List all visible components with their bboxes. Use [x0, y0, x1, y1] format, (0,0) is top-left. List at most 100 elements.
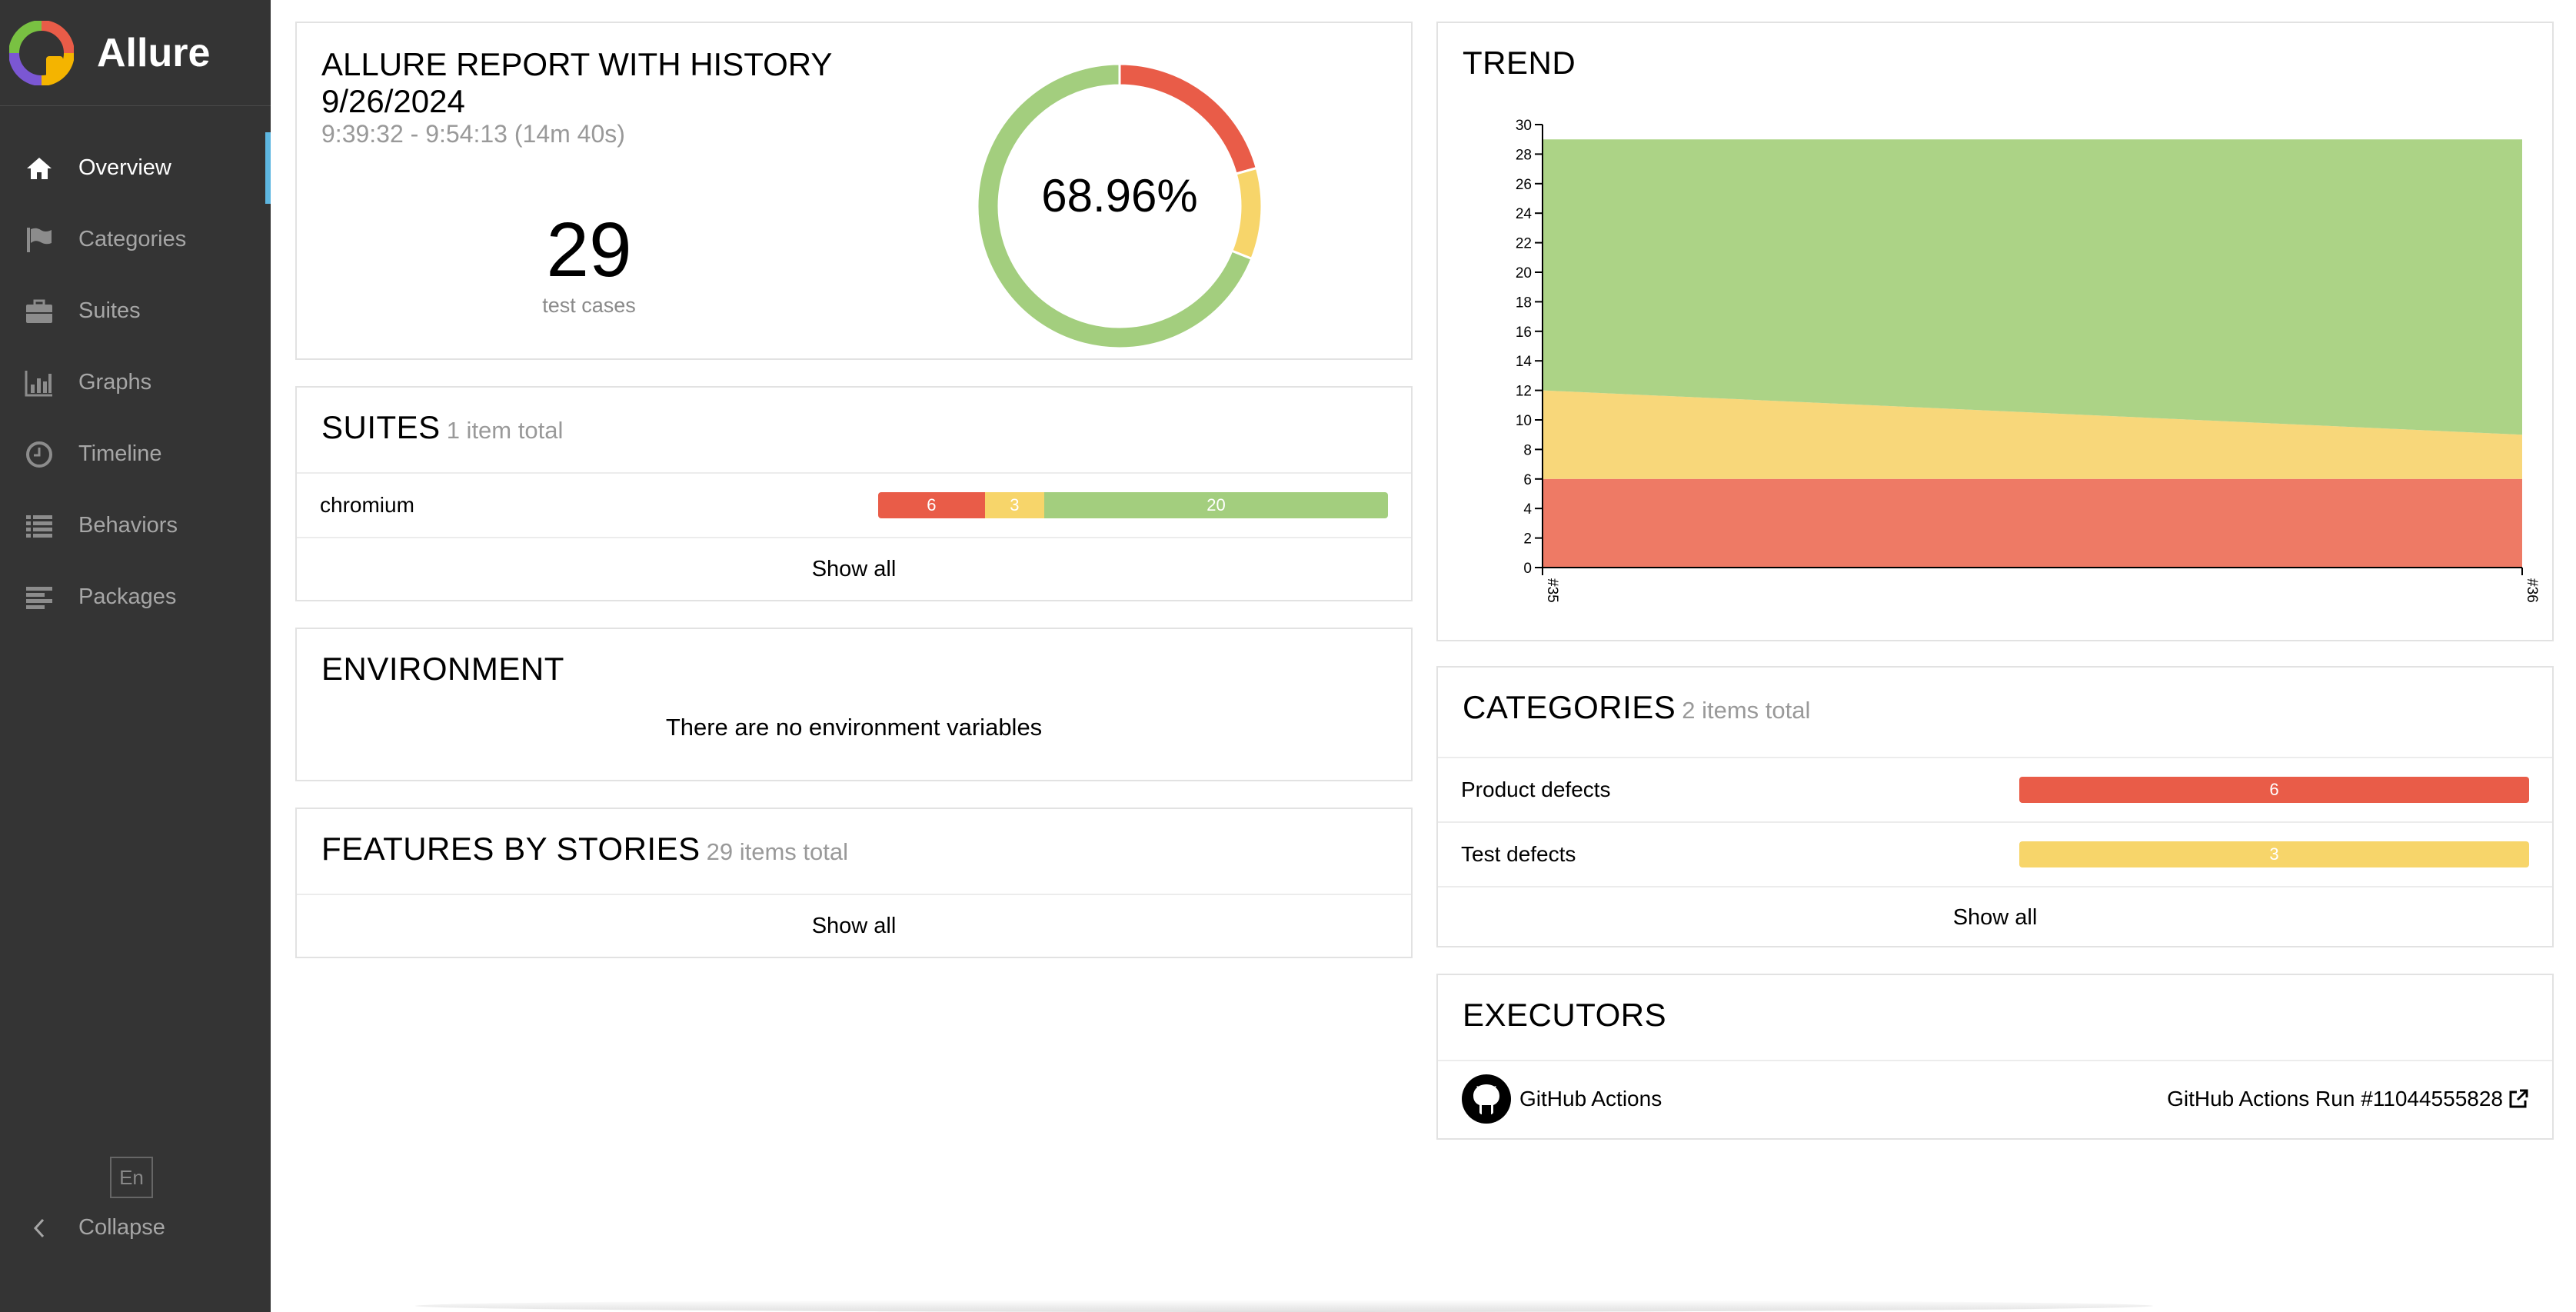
y-tick-label: 14: [1516, 354, 1533, 370]
y-tick-label: 4: [1523, 501, 1532, 518]
trend-widget: TREND 0 2 4 6 8 10 12 14 16 18 20 22 24 26 28 30 #35 #36: [1436, 22, 2554, 641]
allure-logo: [9, 20, 74, 85]
environment-header: ENVIRONMENT: [297, 629, 1411, 714]
status-donut-chart: [976, 62, 1263, 350]
suites-show-all[interactable]: Show all: [297, 537, 1411, 600]
suites-title: SUITES: [321, 409, 441, 445]
briefcase-icon: [23, 295, 55, 328]
donut-slice-failed: [1118, 62, 1259, 175]
features-header: FEATURES BY STORIES 29 items total: [297, 809, 1411, 894]
y-tick-label: 30: [1516, 118, 1532, 134]
sidebar-item-label: Packages: [78, 584, 177, 609]
align-left-icon: [23, 581, 55, 614]
external-link-icon: [2509, 1089, 2528, 1108]
x-tick-label[interactable]: #35: [1544, 578, 1560, 603]
sidebar-item-categories[interactable]: Categories: [0, 204, 271, 275]
suite-status-bar: 6 3 20: [877, 492, 1388, 518]
executors-widget: EXECUTORS GitHub Actions GitHub Actions …: [1436, 974, 2554, 1140]
features-show-all[interactable]: Show all: [297, 894, 1411, 957]
sidebar: Allure Overview Categories Suites Graphs: [0, 0, 271, 1312]
y-tick-label: 22: [1516, 236, 1532, 252]
sidebar-item-label: Behaviors: [78, 513, 178, 538]
x-tick-label[interactable]: #36: [2524, 578, 2540, 603]
category-bar: 6: [2019, 777, 2529, 803]
summary-widget: ALLURE REPORT WITH HISTORY 9/26/2024 9:3…: [295, 22, 1413, 360]
sidebar-item-overview[interactable]: Overview: [0, 132, 271, 204]
trend-area-passed: [1543, 139, 2522, 435]
sidebar-item-timeline[interactable]: Timeline: [0, 418, 271, 490]
executor-row: GitHub Actions GitHub Actions Run #11044…: [1438, 1060, 2552, 1137]
y-tick-label: 18: [1516, 295, 1532, 311]
trend-header: TREND: [1438, 23, 2552, 100]
y-tick-label: 20: [1516, 265, 1532, 281]
y-tick-label: 26: [1516, 177, 1532, 193]
environment-title: ENVIRONMENT: [321, 651, 564, 687]
features-subtitle: 29 items total: [706, 838, 848, 865]
sidebar-item-graphs[interactable]: Graphs: [0, 347, 271, 418]
features-widget: FEATURES BY STORIES 29 items total Show a…: [295, 808, 1413, 958]
executor-run-link[interactable]: GitHub Actions Run #11044555828: [2167, 1087, 2529, 1111]
test-count-label: test cases: [542, 294, 636, 317]
success-rate: 68.96%: [1041, 170, 1198, 221]
category-row[interactable]: Product defects 6: [1438, 757, 2552, 821]
trend-area-failed: [1543, 478, 2522, 568]
trend-title: TREND: [1463, 45, 1576, 81]
github-icon: [1462, 1074, 1511, 1124]
suites-header: SUITES 1 item total: [297, 388, 1411, 472]
page-bottom-shadow: [415, 1300, 2153, 1312]
category-value: 6: [2019, 777, 2529, 803]
y-tick-label: 28: [1516, 147, 1532, 163]
home-icon: [23, 152, 55, 185]
sidebar-item-behaviors[interactable]: Behaviors: [0, 490, 271, 561]
report-title: ALLURE REPORT WITH HISTORY 9/26/2024: [321, 46, 832, 119]
table-row[interactable]: chromium 6 3 20: [297, 472, 1411, 537]
language-button[interactable]: En: [110, 1157, 153, 1198]
features-title: FEATURES BY STORIES: [321, 831, 701, 867]
list-icon: [23, 510, 55, 542]
passed-segment: 20: [1043, 492, 1388, 518]
collapse-button[interactable]: Collapse: [23, 1215, 165, 1240]
environment-widget: ENVIRONMENT There are no environment var…: [295, 628, 1413, 781]
category-name: Test defects: [1461, 842, 1576, 866]
category-value: 3: [2019, 841, 2529, 867]
category-row[interactable]: Test defects 3: [1438, 821, 2552, 886]
sidebar-item-label: Suites: [78, 298, 141, 323]
executor-name-group: GitHub Actions: [1461, 1074, 1662, 1124]
category-name: Product defects: [1461, 778, 1611, 801]
sidebar-item-suites[interactable]: Suites: [0, 275, 271, 347]
category-bar: 3: [2019, 841, 2529, 867]
executor-name: GitHub Actions: [1519, 1087, 1662, 1111]
executor-run-label: GitHub Actions Run #11044555828: [2167, 1087, 2503, 1111]
y-tick-label: 16: [1516, 325, 1532, 341]
y-tick-label: 24: [1516, 206, 1533, 222]
report-time-range: 9:39:32 - 9:54:13 (14m 40s): [321, 120, 625, 148]
categories-title: CATEGORIES: [1463, 689, 1676, 725]
executors-title: EXECUTORS: [1463, 997, 1667, 1033]
categories-show-all[interactable]: Show all: [1438, 886, 2552, 947]
categories-subtitle: 2 items total: [1682, 697, 1811, 724]
sidebar-item-label: Timeline: [78, 441, 162, 466]
y-tick-label: 10: [1516, 413, 1532, 429]
y-tick-label: 2: [1523, 531, 1532, 548]
brand[interactable]: Allure: [0, 0, 271, 106]
categories-widget: CATEGORIES 2 items total Product defects …: [1436, 666, 2554, 947]
failed-segment: 6: [877, 492, 985, 518]
sidebar-item-packages[interactable]: Packages: [0, 561, 271, 633]
y-tick-label: 0: [1523, 561, 1532, 577]
broken-segment: 3: [984, 492, 1044, 518]
trend-area-broken: [1543, 390, 2522, 479]
collapse-label: Collapse: [78, 1215, 165, 1240]
suites-widget: SUITES 1 item total chromium 6 3 20 Show …: [295, 386, 1413, 601]
sidebar-item-label: Categories: [78, 227, 187, 251]
sidebar-nav: Overview Categories Suites Graphs Timeli…: [0, 106, 271, 633]
donut-slice-passed: [976, 62, 1253, 350]
executors-header: EXECUTORS: [1438, 975, 2552, 1060]
brand-name: Allure: [97, 30, 211, 75]
y-tick-label: 12: [1516, 384, 1532, 400]
suite-name: chromium: [320, 493, 414, 517]
environment-empty-text: There are no environment variables: [665, 714, 1043, 741]
clock-icon: [23, 438, 55, 471]
chevron-left-icon: [23, 1217, 55, 1240]
sidebar-item-label: Overview: [78, 155, 171, 180]
